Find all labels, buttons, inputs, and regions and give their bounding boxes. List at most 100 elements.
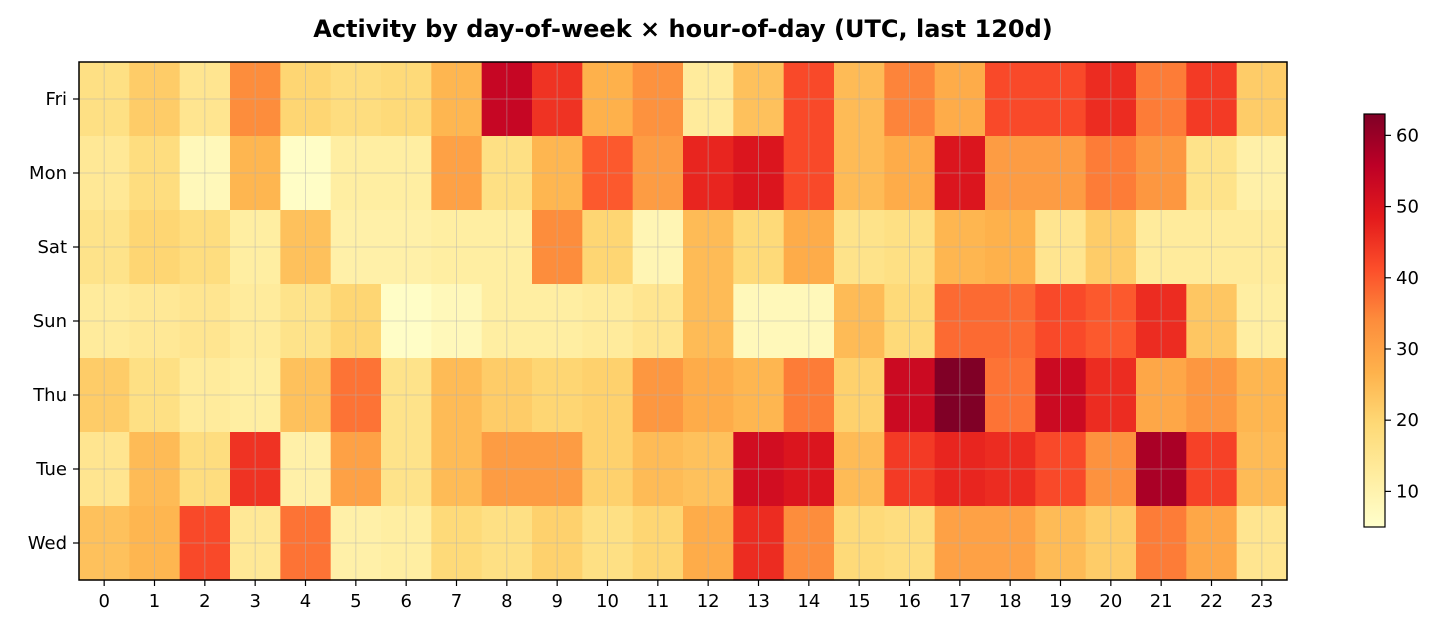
heatmap-cell-sat-19: [1035, 210, 1087, 285]
heatmap-cell-tue-20: [1085, 432, 1137, 507]
heatmap-cell-tue-22: [1186, 432, 1238, 507]
heatmap-cell-fri-15: [834, 62, 885, 137]
x-axis: 0 1 2 3 4 5 6 7 8 9 10 11 12 13 14 15 16 17 18 19 20 21 22 23: [98, 580, 1273, 612]
heatmap-cell-sun-7: [431, 284, 483, 359]
y-tick-label: Sun: [33, 311, 67, 332]
heatmap-cell-wed-17: [934, 506, 986, 581]
heatmap-cell-fri-18: [985, 62, 1036, 137]
heatmap-cell-fri-16: [884, 62, 936, 137]
heatmap-cell-wed-4: [280, 506, 332, 581]
heatmap-cell-mon-15: [834, 136, 885, 211]
heatmap-cell-tue-11: [632, 432, 684, 507]
x-tick-label: 14: [797, 591, 820, 612]
heatmap-cell-wed-18: [985, 506, 1036, 581]
heatmap-cell-mon-1: [129, 136, 181, 211]
heatmap-cell-tue-10: [582, 432, 634, 507]
heatmap-cell-fri-22: [1186, 62, 1238, 137]
heatmap-cell-fri-6: [381, 62, 432, 137]
heatmap-cell-thu-0: [79, 358, 130, 433]
heatmap-cell-sun-23: [1236, 284, 1288, 359]
heatmap-cell-sat-21: [1136, 210, 1187, 285]
heatmap-cell-wed-2: [179, 506, 231, 581]
heatmap-cell-fri-23: [1236, 62, 1288, 137]
heatmap-cell-sun-20: [1085, 284, 1137, 359]
heatmap-cell-thu-23: [1236, 358, 1288, 433]
heatmap-cell-thu-6: [381, 358, 432, 433]
heatmap-cell-fri-17: [934, 62, 986, 137]
heatmap-cell-thu-13: [733, 358, 785, 433]
x-tick-label: 21: [1150, 591, 1173, 612]
heatmap-cell-sat-20: [1085, 210, 1137, 285]
heatmap-cell-wed-5: [330, 506, 382, 581]
heatmap-cell-thu-9: [532, 358, 583, 433]
heatmap-cell-wed-10: [582, 506, 634, 581]
x-tick-label: 0: [98, 591, 109, 612]
heatmap-cells: [79, 62, 1288, 581]
heatmap-cell-sat-0: [79, 210, 130, 285]
chart-title: Activity by day-of-week × hour-of-day (U…: [313, 15, 1053, 43]
x-tick-label: 13: [747, 591, 770, 612]
heatmap-cell-sat-8: [481, 210, 533, 285]
colorbar-tick-label: 40: [1396, 268, 1419, 289]
heatmap-cell-wed-22: [1186, 506, 1238, 581]
x-tick-label: 2: [199, 591, 210, 612]
heatmap-cell-wed-15: [834, 506, 885, 581]
heatmap-cell-tue-7: [431, 432, 483, 507]
heatmap-cell-wed-16: [884, 506, 936, 581]
heatmap-cell-fri-12: [683, 62, 734, 137]
heatmap-cell-wed-23: [1236, 506, 1288, 581]
heatmap-cell-fri-1: [129, 62, 181, 137]
heatmap-cell-thu-16: [884, 358, 936, 433]
heatmap-cell-mon-21: [1136, 136, 1187, 211]
heatmap-cell-thu-4: [280, 358, 332, 433]
heatmap-cell-mon-17: [934, 136, 986, 211]
heatmap-cell-sat-13: [733, 210, 785, 285]
x-tick-label: 15: [848, 591, 871, 612]
heatmap-cell-thu-21: [1136, 358, 1187, 433]
heatmap-cell-wed-20: [1085, 506, 1137, 581]
heatmap-cell-sat-5: [330, 210, 382, 285]
heatmap-cell-mon-16: [884, 136, 936, 211]
x-tick-label: 19: [1049, 591, 1072, 612]
heatmap-cell-wed-1: [129, 506, 181, 581]
x-tick-label: 8: [501, 591, 512, 612]
heatmap-cell-mon-7: [431, 136, 483, 211]
x-tick-label: 18: [999, 591, 1022, 612]
heatmap-cell-sun-11: [632, 284, 684, 359]
heatmap-cell-mon-18: [985, 136, 1036, 211]
heatmap-cell-thu-12: [683, 358, 734, 433]
colorbar-ticks: 10 20 30 40 50 60: [1385, 125, 1419, 502]
heatmap-cell-sat-11: [632, 210, 684, 285]
heatmap-cell-mon-13: [733, 136, 785, 211]
heatmap-cell-wed-12: [683, 506, 734, 581]
heatmap-cell-mon-23: [1236, 136, 1288, 211]
heatmap-cell-sat-4: [280, 210, 332, 285]
heatmap-cell-sun-9: [532, 284, 583, 359]
heatmap-cell-sat-15: [834, 210, 885, 285]
heatmap-cell-sat-12: [683, 210, 734, 285]
heatmap-cell-mon-0: [79, 136, 130, 211]
heatmap-cell-thu-18: [985, 358, 1036, 433]
heatmap-cell-wed-9: [532, 506, 583, 581]
heatmap-cell-sun-1: [129, 284, 181, 359]
heatmap-cell-tue-18: [985, 432, 1036, 507]
heatmap-cell-thu-5: [330, 358, 382, 433]
heatmap-cell-sat-2: [179, 210, 231, 285]
heatmap-cell-sun-22: [1186, 284, 1238, 359]
heatmap-cell-tue-15: [834, 432, 885, 507]
heatmap-cell-sun-0: [79, 284, 130, 359]
heatmap-cell-sat-1: [129, 210, 181, 285]
heatmap-cell-tue-17: [934, 432, 986, 507]
heatmap-cell-mon-11: [632, 136, 684, 211]
heatmap-cell-wed-0: [79, 506, 130, 581]
x-tick-label: 10: [596, 591, 619, 612]
x-tick-label: 16: [898, 591, 921, 612]
x-tick-label: 17: [948, 591, 971, 612]
heatmap-cell-thu-15: [834, 358, 885, 433]
heatmap-cell-fri-11: [632, 62, 684, 137]
heatmap-cell-tue-0: [79, 432, 130, 507]
heatmap-cell-tue-19: [1035, 432, 1087, 507]
heatmap-cell-sat-16: [884, 210, 936, 285]
heatmap-cell-thu-14: [783, 358, 835, 433]
heatmap-cell-mon-14: [783, 136, 835, 211]
